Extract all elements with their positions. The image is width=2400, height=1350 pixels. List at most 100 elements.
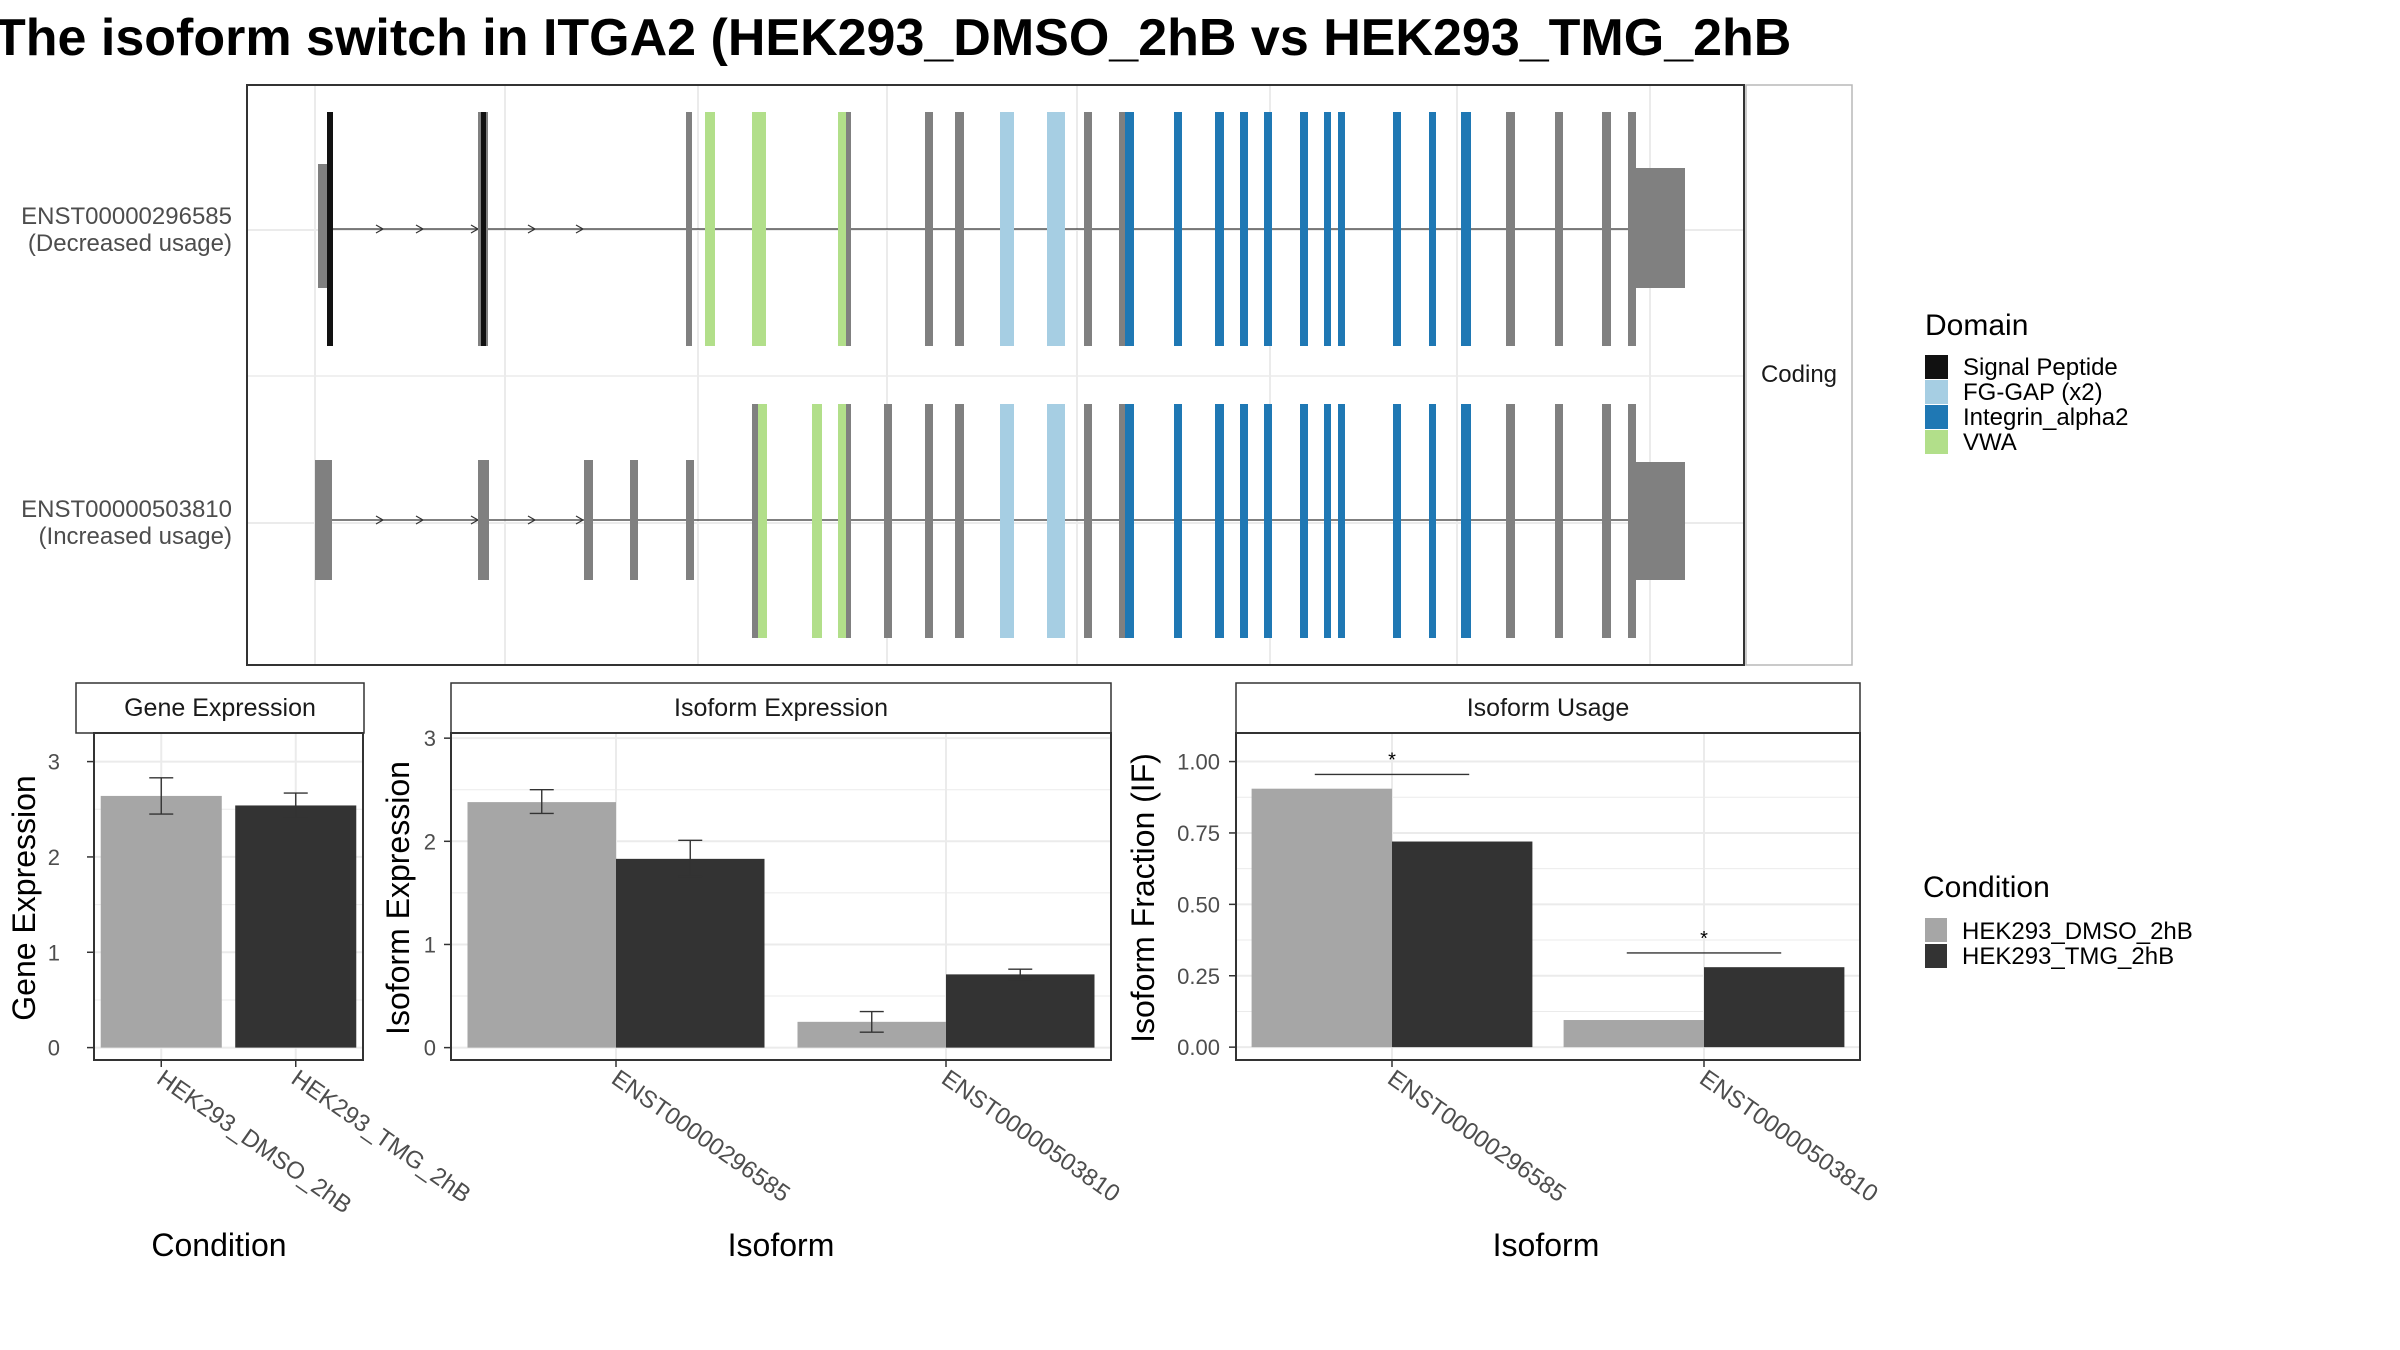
exon-15: [1084, 404, 1092, 638]
domain-exon-22: [1338, 112, 1345, 346]
y-tick-label: 2: [48, 845, 60, 870]
y-tick-label: 1: [424, 932, 436, 957]
legend-label-vwa: VWA: [1963, 429, 2017, 456]
y-tick-label: 3: [48, 750, 60, 775]
exon-9: [925, 112, 933, 346]
legend-label-integrin-alpha2: Integrin_alpha2: [1963, 404, 2128, 431]
x-axis-title: Isoform: [728, 1227, 835, 1263]
transcript-structure-panel: Coding ENST00000296585 (Decreased usage)…: [21, 84, 1853, 666]
y-axis-title: Isoform Fraction (IF): [1125, 753, 1161, 1043]
isoform-label-2-status: (Increased usage): [39, 523, 232, 550]
domain-legend: Domain Signal Peptide FG-GAP (x2) Integr…: [1925, 309, 2128, 456]
panel-strip-title: Isoform Expression: [674, 694, 888, 722]
strip-label-coding: Coding: [1761, 361, 1837, 388]
domain-exon-12: [1047, 112, 1065, 346]
isoform-label-1-status: (Decreased usage): [28, 230, 232, 257]
y-tick-label: 1: [48, 940, 60, 965]
y-tick-label: 0: [424, 1036, 436, 1061]
y-tick-label: 0.00: [1177, 1035, 1220, 1060]
strand-arrow-4: [575, 224, 585, 234]
y-tick-label: 2: [424, 829, 436, 854]
domain-exon-18: [1240, 112, 1248, 346]
domain-exon-11: [1000, 112, 1014, 346]
bar-HEK293_TMG_2hB: [235, 805, 357, 1048]
x-tick-label: ENST00000296585: [607, 1065, 795, 1208]
x-tick-label: ENST00000296585: [1383, 1065, 1571, 1208]
domain-exon-8: [838, 404, 848, 638]
condition-legend: Condition HEK293_DMSO_2hB HEK293_TMG_2hB: [1923, 871, 2193, 970]
strand-arrow-4: [575, 515, 585, 525]
domain-exon-18: [1174, 404, 1182, 638]
domain-exon-25: [1461, 112, 1471, 346]
panel-strip: [450, 682, 1112, 734]
exon-10: [884, 404, 892, 638]
strand-arrow-0: [375, 515, 385, 525]
exon-0: [318, 164, 328, 288]
domain-exon-6: [758, 404, 767, 638]
legend-key-fg-gap: [1925, 380, 1948, 404]
domain-legend-title: Domain: [1925, 309, 2028, 342]
domain-exon-25: [1393, 404, 1401, 638]
y-tick-label: 0.25: [1177, 964, 1220, 989]
exon-3: [630, 460, 638, 580]
domain-exon-27: [1461, 404, 1471, 638]
strip-background: [1745, 84, 1853, 666]
isoform-track-1: [318, 112, 1685, 346]
y-tick-label: 3: [424, 726, 436, 751]
condition-legend-title: Condition: [1923, 871, 2050, 904]
y-axis-title: Gene Expression: [6, 775, 42, 1020]
x-axis-title: Condition: [151, 1227, 286, 1263]
bar-HEK293_DMSO_2hB-ENST00000503810: [1563, 1020, 1704, 1048]
exon-16: [1119, 404, 1128, 638]
domain-exon-16: [1174, 112, 1182, 346]
bar-HEK293_DMSO_2hB-ENST00000296585: [1251, 788, 1392, 1048]
significance-label: *: [1388, 749, 1396, 771]
exon-29: [1555, 404, 1563, 638]
bar-HEK293_TMG_2hB-ENST00000503810: [946, 974, 1095, 1048]
exon-4: [686, 112, 692, 346]
exon-10: [955, 112, 964, 346]
bar-HEK293_TMG_2hB-ENST00000503810: [1704, 967, 1845, 1048]
exon-27: [1555, 112, 1563, 346]
domain-exon-21: [1264, 404, 1272, 638]
domain-exon-22: [1300, 404, 1308, 638]
exon-32: [1630, 462, 1685, 580]
exon-26: [1506, 112, 1515, 346]
domain-exon-19: [1215, 404, 1224, 638]
bar-HEK293_DMSO_2hB-ENST00000296585: [467, 802, 616, 1048]
y-tick-label: 0: [48, 1036, 60, 1061]
strand-arrow-1: [415, 515, 425, 525]
strand-arrow-3: [527, 224, 537, 234]
y-tick-label: 1.00: [1177, 750, 1220, 775]
legend-key-integrin-alpha2: [1925, 405, 1948, 429]
domain-exon-15: [1125, 112, 1134, 346]
plot-border: [450, 732, 1112, 1061]
domain-exon-14: [1047, 404, 1065, 638]
domain-exon-20: [1300, 112, 1308, 346]
legend-key-tmg: [1925, 944, 1947, 968]
exon-14: [1119, 112, 1128, 346]
isoform-usage-panel: Isoform Usage * * 0.00 0.25 0.50 0.75 1.00 ENST0…: [1125, 682, 1883, 1263]
bar-HEK293_TMG_2hB-ENST00000296585: [616, 858, 765, 1048]
x-tick-label: ENST00000503810: [1695, 1065, 1883, 1208]
domain-exon-13: [1000, 404, 1014, 638]
bar-HEK293_DMSO_2hB: [100, 795, 222, 1048]
panel-strip-title: Isoform Usage: [1467, 694, 1630, 722]
exon-30: [1602, 404, 1611, 638]
y-axis-title: Isoform Expression: [380, 761, 416, 1035]
plot-border: [1235, 732, 1861, 1061]
panel-strip: [1235, 682, 1861, 734]
exon-12: [955, 404, 964, 638]
isoform-track-2: [315, 404, 1685, 638]
domain-exon-5: [705, 112, 715, 346]
exon-28: [1602, 112, 1611, 346]
exon-13: [1084, 112, 1092, 346]
exon-11: [925, 404, 933, 638]
exon-30: [1630, 168, 1685, 288]
exon-2: [584, 460, 593, 580]
exon-0: [315, 460, 332, 580]
strand-arrow-1: [415, 224, 425, 234]
domain-exon-24: [1338, 404, 1345, 638]
domain-exon-26: [1429, 404, 1436, 638]
